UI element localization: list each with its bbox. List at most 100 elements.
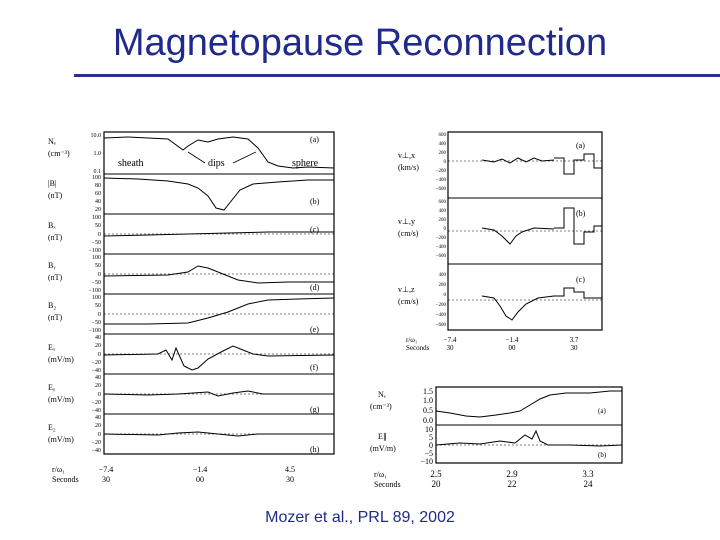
panel-tag: (g) bbox=[310, 405, 320, 414]
tick-label: 60 bbox=[95, 191, 101, 197]
panel-tag: (a) bbox=[310, 135, 319, 144]
panel-unit: (mV/m) bbox=[48, 355, 74, 364]
x-tick-label: 20 bbox=[432, 479, 442, 489]
tick-label: 400 bbox=[439, 142, 447, 147]
x-axis-row2-label: Seconds bbox=[52, 475, 79, 484]
tick-label: 1.5 bbox=[423, 387, 433, 396]
panel-label: Bᵧ bbox=[48, 261, 56, 270]
tick-label: 50 bbox=[95, 303, 101, 309]
tick-label: 20 bbox=[95, 383, 101, 389]
panel-label: Nₑ bbox=[48, 137, 56, 146]
annotation-sphere: sphere bbox=[292, 158, 319, 169]
panel-tag: (f) bbox=[310, 363, 318, 372]
panel-unit: (nT) bbox=[48, 273, 63, 282]
tick-label: 0.1 bbox=[94, 169, 102, 175]
x-tick-label: 00 bbox=[196, 475, 204, 484]
figure-caption: Mozer et al., PRL 89, 2002 bbox=[265, 509, 455, 526]
tick-label: 0 bbox=[98, 352, 101, 358]
panel-unit: (nT) bbox=[48, 233, 63, 242]
panel-tag: (a) bbox=[598, 407, 606, 415]
tick-label: −100 bbox=[89, 328, 101, 334]
tick-label: 400 bbox=[439, 273, 447, 278]
tick-label: 20 bbox=[95, 207, 101, 213]
panel-unit: (mV/m) bbox=[370, 444, 396, 453]
tick-label: 20 bbox=[95, 423, 101, 429]
tick-label: −40 bbox=[92, 448, 101, 454]
tick-label: 0 bbox=[98, 312, 101, 318]
x-axis-row2-label: Seconds bbox=[374, 480, 401, 489]
tick-label: 50 bbox=[95, 223, 101, 229]
x-axis-row2-label: Seconds bbox=[406, 344, 430, 352]
x-axis-row1-label: r/ω₁ bbox=[52, 465, 65, 474]
x-tick-label: 2.9 bbox=[506, 469, 518, 479]
panel-unit: (cm⁻³) bbox=[370, 402, 392, 411]
tick-label: 0 bbox=[98, 232, 101, 238]
tick-label: −200 bbox=[436, 236, 447, 241]
tick-label: −400 bbox=[436, 245, 447, 250]
tick-label: 0 bbox=[429, 441, 433, 450]
panel-unit: (cm/s) bbox=[398, 229, 419, 238]
x-tick-label: 30 bbox=[102, 475, 110, 484]
tick-label: 100 bbox=[92, 175, 101, 181]
tick-label: −40 bbox=[92, 408, 101, 414]
x-tick-label: −1.4 bbox=[506, 336, 519, 344]
tick-label: 40 bbox=[95, 375, 101, 381]
panel-tag: (c) bbox=[576, 275, 585, 284]
panel-tag: (b) bbox=[576, 209, 586, 218]
x-tick-label: 30 bbox=[286, 475, 294, 484]
tick-label: −400 bbox=[436, 313, 447, 318]
panel-label: v⊥,y bbox=[398, 217, 415, 226]
tick-label: 400 bbox=[439, 209, 447, 214]
tick-label: −50 bbox=[92, 280, 101, 286]
tick-label: 40 bbox=[95, 335, 101, 341]
tick-label: 0 bbox=[444, 293, 447, 298]
panel-label: v⊥,x bbox=[398, 151, 415, 160]
panel-label: Eᵧ bbox=[48, 383, 56, 392]
tick-label: −600 bbox=[436, 187, 447, 192]
x-tick-label: 30 bbox=[447, 344, 455, 352]
tick-label: −20 bbox=[92, 400, 101, 406]
tick-label: −5 bbox=[424, 449, 433, 458]
panel-tag: (b) bbox=[598, 451, 607, 459]
panel-unit: (nT) bbox=[48, 313, 63, 322]
panel-unit: (cm⁻³) bbox=[48, 149, 70, 158]
tick-label: 200 bbox=[439, 218, 447, 223]
x-tick-label: 30 bbox=[571, 344, 579, 352]
panel-label: v⊥,z bbox=[398, 285, 415, 294]
tick-label: −100 bbox=[89, 288, 101, 294]
tick-label: −400 bbox=[436, 178, 447, 183]
x-tick-label: 2.5 bbox=[430, 469, 442, 479]
x-axis-row1-label: r/ω₁ bbox=[406, 336, 417, 344]
tick-label: −200 bbox=[436, 169, 447, 174]
panel-unit: (mV/m) bbox=[48, 395, 74, 404]
panel-tag: (c) bbox=[310, 225, 319, 234]
title-rule bbox=[74, 74, 720, 77]
tick-label: 0 bbox=[444, 160, 447, 165]
tick-label: 100 bbox=[92, 255, 101, 261]
right-bottom-figure: Nₑ (cm⁻³) E∥ (mV/m) (a) (b) 1.5 1.0 0.5 … bbox=[370, 386, 623, 489]
x-tick-label: −1.4 bbox=[193, 465, 208, 474]
tick-label: −20 bbox=[92, 440, 101, 446]
tick-label: 10 bbox=[425, 425, 433, 434]
tick-label: −10 bbox=[420, 457, 433, 466]
tick-label: 0 bbox=[98, 272, 101, 278]
panel-unit: (mV/m) bbox=[48, 435, 74, 444]
slide-title: Magnetopause Reconnection bbox=[112, 22, 608, 64]
tick-label: −100 bbox=[89, 248, 101, 254]
tick-label: 0 bbox=[98, 432, 101, 438]
tick-label: 1.0 bbox=[94, 151, 102, 157]
panel-unit: (km/s) bbox=[398, 163, 419, 172]
annotation-dips: dips bbox=[208, 158, 225, 169]
tick-label: −200 bbox=[436, 303, 447, 308]
tick-label: −50 bbox=[92, 320, 101, 326]
x-tick-label: 4.5 bbox=[285, 465, 295, 474]
panel-label: Nₑ bbox=[378, 390, 386, 399]
tick-label: 40 bbox=[95, 199, 101, 205]
tick-label: 100 bbox=[92, 295, 101, 301]
tick-label: 10.0 bbox=[91, 133, 102, 139]
tick-label: 600 bbox=[439, 200, 447, 205]
panel-tag: (e) bbox=[310, 325, 319, 334]
panel-label: Eₓ bbox=[48, 343, 56, 352]
tick-label: 0 bbox=[444, 227, 447, 232]
tick-label: −600 bbox=[436, 323, 447, 328]
